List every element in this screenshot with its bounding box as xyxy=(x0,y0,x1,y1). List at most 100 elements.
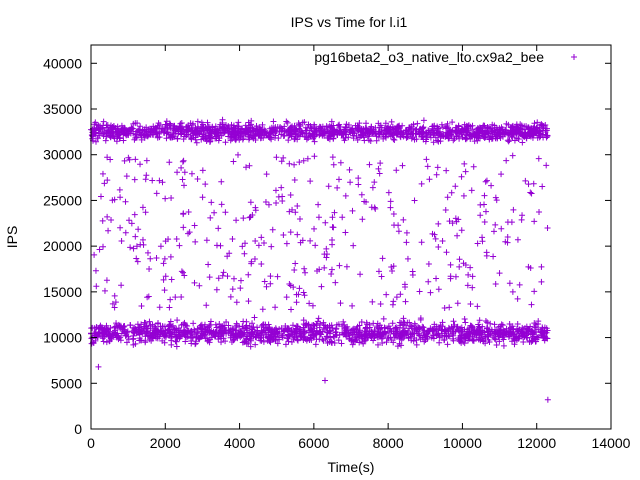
data-point xyxy=(240,215,247,222)
data-point xyxy=(208,129,215,136)
data-point xyxy=(323,333,330,340)
data-point xyxy=(366,161,373,168)
data-point xyxy=(291,122,298,129)
data-point xyxy=(448,131,455,138)
data-point xyxy=(130,335,137,342)
data-point xyxy=(454,232,461,239)
data-point xyxy=(136,331,143,338)
data-point xyxy=(499,126,506,133)
data-point xyxy=(167,296,174,303)
data-point xyxy=(479,323,486,330)
chart-title: IPS vs Time for l.i1 xyxy=(291,14,408,30)
data-point xyxy=(138,132,145,139)
data-point xyxy=(242,338,249,345)
data-point xyxy=(341,137,348,144)
data-point xyxy=(534,134,541,141)
data-point xyxy=(185,230,192,237)
data-point xyxy=(180,182,187,189)
data-point xyxy=(182,133,189,140)
data-point xyxy=(506,280,513,287)
data-point xyxy=(414,120,421,127)
data-point xyxy=(393,167,400,174)
data-point xyxy=(488,182,495,189)
data-point xyxy=(166,322,173,329)
data-point xyxy=(111,324,118,331)
data-point xyxy=(100,118,107,125)
data-point xyxy=(420,329,427,336)
data-point xyxy=(161,332,168,339)
data-point xyxy=(517,125,524,132)
data-point xyxy=(381,127,388,134)
data-point xyxy=(532,336,539,343)
data-point xyxy=(342,229,349,236)
data-point xyxy=(382,120,389,127)
data-point xyxy=(496,270,503,277)
data-point xyxy=(299,328,306,335)
data-point xyxy=(145,126,152,133)
data-point xyxy=(435,220,442,227)
data-point xyxy=(539,325,546,332)
data-point xyxy=(441,332,448,339)
data-point xyxy=(494,135,501,142)
data-point xyxy=(401,319,408,326)
data-point xyxy=(464,326,471,333)
data-point xyxy=(93,331,100,338)
data-point xyxy=(258,234,265,241)
data-point xyxy=(513,121,520,128)
data-point xyxy=(371,334,378,341)
data-point xyxy=(294,323,301,330)
x-tick-label: 6000 xyxy=(298,435,329,451)
data-point xyxy=(161,127,168,134)
data-point xyxy=(353,133,360,140)
data-point xyxy=(395,228,402,235)
data-point xyxy=(196,336,203,343)
data-point xyxy=(161,255,168,262)
data-point xyxy=(112,125,119,132)
data-point xyxy=(506,137,513,144)
data-point xyxy=(476,324,483,331)
data-point xyxy=(289,322,296,329)
data-point xyxy=(477,337,484,344)
data-point xyxy=(238,332,245,339)
data-point xyxy=(229,286,236,293)
data-point xyxy=(269,226,276,233)
data-point xyxy=(347,179,354,186)
data-point xyxy=(120,129,127,136)
data-point xyxy=(403,239,410,246)
data-points xyxy=(88,116,551,403)
data-point xyxy=(482,317,489,324)
data-point xyxy=(411,197,418,204)
data-point xyxy=(414,328,421,335)
data-point xyxy=(521,333,528,340)
data-point xyxy=(460,192,467,199)
data-point xyxy=(337,159,344,166)
data-point xyxy=(466,335,473,342)
data-point xyxy=(296,285,303,292)
data-point xyxy=(390,263,397,270)
data-point xyxy=(206,138,213,145)
data-point xyxy=(174,135,181,142)
data-point xyxy=(474,303,481,310)
data-point xyxy=(376,331,383,338)
data-point xyxy=(291,136,298,143)
data-point xyxy=(353,325,360,332)
data-point xyxy=(469,324,476,331)
data-point xyxy=(101,287,108,294)
data-point xyxy=(93,324,100,330)
data-point xyxy=(474,240,481,247)
data-point xyxy=(425,261,432,267)
data-point xyxy=(162,195,169,202)
data-point xyxy=(268,243,275,250)
data-point xyxy=(397,332,404,339)
data-point xyxy=(112,299,119,306)
data-point xyxy=(212,133,219,140)
data-point xyxy=(191,328,198,335)
data-point xyxy=(270,118,277,125)
data-point xyxy=(435,286,442,293)
data-point xyxy=(430,126,437,133)
data-point xyxy=(307,178,314,185)
data-point xyxy=(280,327,287,334)
data-point xyxy=(195,330,202,337)
data-point xyxy=(375,120,382,127)
data-point xyxy=(509,127,516,134)
